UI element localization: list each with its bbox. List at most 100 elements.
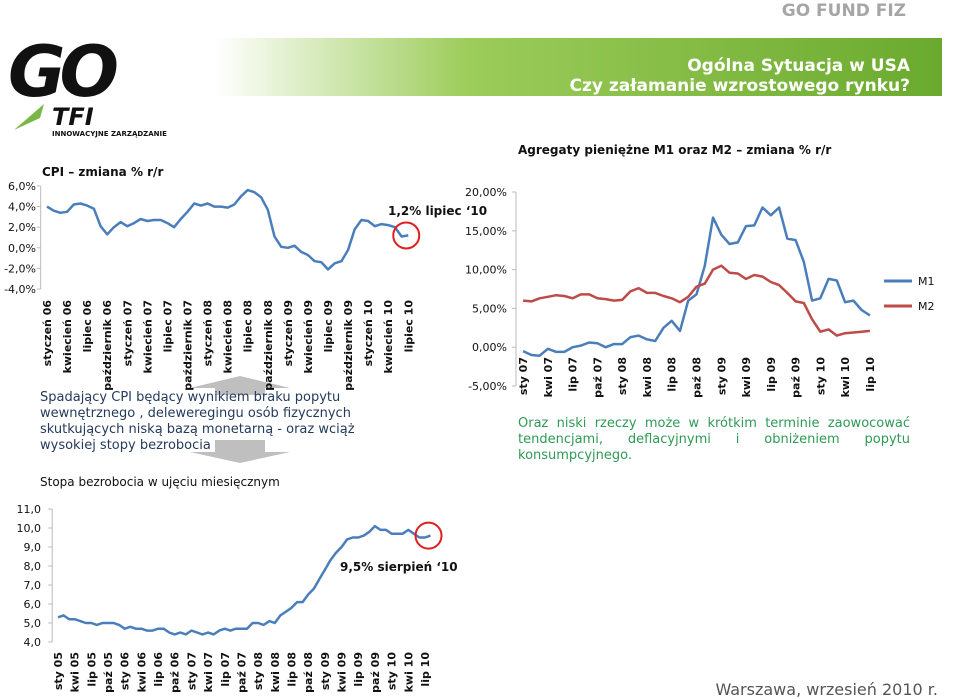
x-tick-label: kwi 09	[336, 652, 349, 692]
x-tick-label: październik 08	[262, 300, 275, 391]
y-tick-label: -2,0%	[4, 262, 36, 275]
x-tick-label: lip 10	[419, 652, 432, 687]
x-tick-label: paź 05	[102, 652, 115, 693]
y-tick-label: -4,0%	[4, 283, 36, 296]
y-tick-label: 7,0	[24, 579, 42, 592]
logo-sub: TFI	[52, 103, 94, 131]
x-tick-label: sty 09	[319, 652, 332, 690]
series-line	[522, 264, 871, 337]
y-tick-label: 4,0%	[8, 201, 36, 214]
x-tick-label: kwi 06	[135, 652, 148, 693]
x-tick-label: lip 08	[666, 357, 679, 392]
y-tick-label: 6,0%	[8, 180, 36, 193]
highlight-circle	[392, 221, 421, 250]
series-line	[57, 524, 431, 636]
y-tick-label: 5,0	[24, 617, 42, 630]
x-tick-label: kwi 09	[740, 357, 753, 397]
x-tick-label: kwi 08	[641, 357, 654, 397]
x-tick-label: kwi 10	[839, 357, 852, 398]
x-tick-label: sty 07	[517, 357, 530, 395]
y-tick-label: 20,00%	[465, 186, 507, 199]
x-tick-label: sty 07	[185, 652, 198, 690]
x-tick-label: paź 08	[691, 357, 704, 398]
x-tick-label: styczeń 08	[202, 300, 215, 366]
y-tick-label: 9,0	[24, 541, 42, 554]
y-tick-label: 2,0%	[8, 221, 36, 234]
x-tick-label: kwi 07	[542, 357, 555, 397]
y-tick-label: 5,00%	[472, 302, 507, 315]
cpi-comment: Spadający CPI będący wynikiem braku popy…	[40, 390, 355, 453]
x-tick-label: lip 10	[864, 357, 877, 392]
arrow-up	[190, 376, 290, 395]
x-tick-label: lip 07	[567, 357, 580, 392]
slide-title: Ogólna Sytuacja w USA	[687, 56, 911, 76]
series-line	[46, 188, 409, 271]
x-tick-label: styczeń 07	[121, 300, 134, 366]
x-tick-label: sty 08	[616, 357, 629, 395]
x-tick-label: sty 09	[715, 357, 728, 395]
x-tick-label: styczeń 10	[362, 300, 375, 367]
x-tick-label: paź 07	[591, 357, 604, 398]
footer: Warszawa, wrzesień 2010 r.	[715, 680, 938, 699]
logo-mark: GO	[8, 31, 116, 113]
x-tick-label: paź 09	[369, 652, 382, 693]
legend-label: M1	[918, 275, 935, 288]
x-tick-label: sty 08	[252, 652, 265, 690]
x-tick-label: kwiecień 07	[141, 300, 154, 373]
x-tick-label: kwi 10	[402, 652, 415, 693]
y-tick-label: 10,00%	[465, 264, 507, 277]
x-tick-label: kwi 07	[202, 652, 215, 692]
annotation: 9,5% sierpień ‘10	[340, 560, 458, 574]
y-tick-label: 6,0	[24, 598, 42, 611]
y-tick-label: 10,0	[17, 522, 42, 535]
x-tick-label: lipiec 10	[402, 300, 415, 353]
x-tick-label: październik 09	[342, 300, 355, 391]
x-tick-label: lip 07	[219, 652, 232, 687]
x-tick-label: lipiec 09	[322, 300, 335, 352]
y-tick-label: 11,0	[17, 503, 42, 516]
y-tick-label: -5,00%	[468, 380, 507, 393]
y-tick-label: 15,00%	[465, 225, 507, 238]
x-tick-label: paź 08	[302, 652, 315, 693]
series-line	[522, 206, 871, 357]
arrow-down	[190, 440, 290, 463]
chart-title: Agregaty pieniężne M1 oraz M2 – zmiana %…	[518, 143, 831, 157]
x-tick-label: paź 06	[169, 652, 182, 693]
x-tick-label: sty 10	[386, 652, 399, 690]
x-tick-label: październik 07	[182, 300, 195, 391]
x-tick-label: kwiecień 06	[61, 300, 74, 374]
y-tick-label: 8,0	[24, 560, 42, 573]
x-tick-label: lip 09	[765, 357, 778, 392]
x-tick-label: lip 09	[352, 652, 365, 687]
x-tick-label: kwi 05	[69, 652, 82, 692]
brand: GO FUND FIZ	[782, 1, 906, 21]
x-tick-label: lipiec 07	[161, 300, 174, 352]
x-tick-label: lipiec 06	[81, 300, 94, 353]
y-tick-label: 4,0	[24, 636, 42, 649]
x-tick-label: kwiecień 10	[382, 300, 395, 374]
x-tick-label: sty 06	[119, 652, 132, 690]
x-tick-label: paź 09	[790, 357, 803, 398]
title-banner	[215, 38, 942, 96]
slide-subtitle: Czy załamanie wzrostowego rynku?	[569, 76, 910, 96]
highlight-circle	[414, 521, 443, 550]
x-tick-label: kwiecień 09	[302, 300, 315, 373]
x-tick-label: kwi 08	[269, 652, 282, 692]
money-comment: Oraz niski rzeczy może w krótkim termini…	[518, 416, 910, 463]
x-tick-label: sty 05	[52, 652, 65, 690]
chart-title: Stopa bezrobocia w ujęciu miesięcznym	[40, 475, 280, 489]
chart-title: CPI – zmiana % r/r	[42, 165, 163, 179]
y-tick-label: 0,0%	[8, 242, 36, 255]
x-tick-label: lip 08	[286, 652, 299, 687]
x-tick-label: kwiecień 08	[222, 300, 235, 373]
x-tick-label: styczeń 09	[282, 300, 295, 366]
x-tick-label: lipiec 08	[242, 300, 255, 352]
x-tick-label: sty 10	[814, 357, 827, 395]
legend-label: M2	[918, 300, 935, 313]
annotation: 1,2% lipiec ‘10	[388, 204, 487, 218]
y-tick-label: 0,00%	[472, 341, 507, 354]
x-tick-label: lip 06	[152, 652, 165, 687]
x-tick-label: lip 05	[85, 652, 98, 687]
